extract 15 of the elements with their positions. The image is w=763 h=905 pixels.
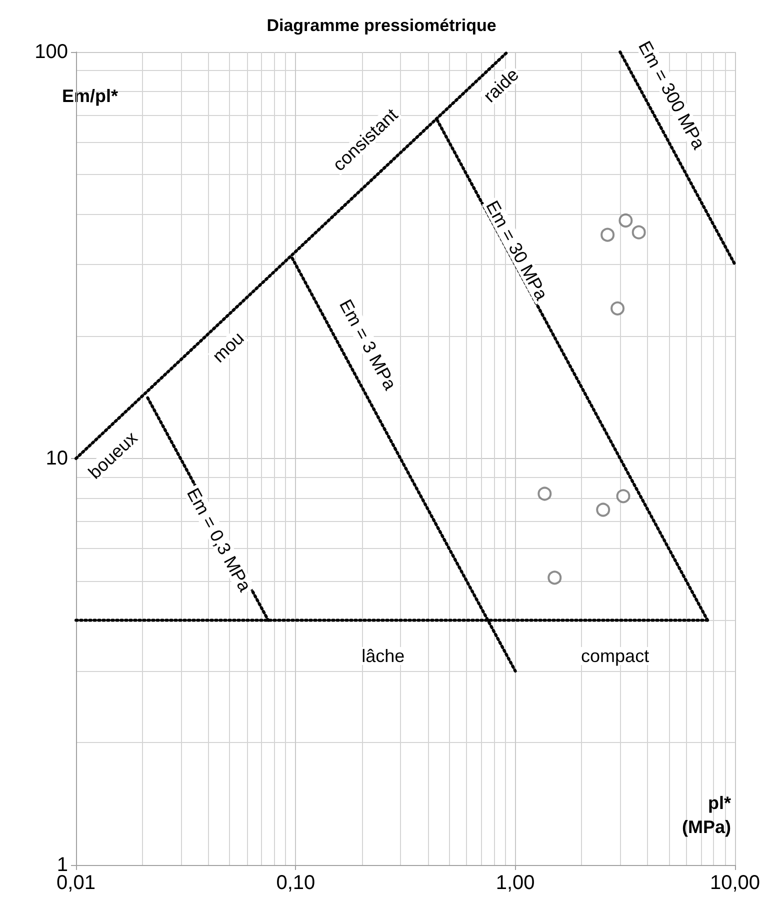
annotation: Em = 300 MPa	[634, 38, 710, 154]
annotation: Em = 30 MPa	[482, 197, 552, 304]
annotation: mou	[208, 328, 248, 366]
annotation: Em = 3 MPa	[335, 296, 401, 394]
y-tick-label: 10	[46, 448, 68, 470]
x-tick-label: 10,00	[710, 872, 760, 894]
y-axis-title: Em/pl*	[62, 86, 118, 106]
annotation: lâche	[362, 646, 405, 666]
x-tick-label: 0,10	[276, 872, 316, 894]
annotation: compact	[581, 646, 650, 666]
x-tick-label: 1,00	[496, 872, 535, 894]
y-tick-label: 100	[34, 41, 68, 63]
chart-title: Diagramme pressiométrique	[266, 16, 496, 35]
x-axis-title: pl* (MPa)	[682, 793, 732, 837]
annotation: Em = 0,3 MPa	[182, 484, 256, 595]
